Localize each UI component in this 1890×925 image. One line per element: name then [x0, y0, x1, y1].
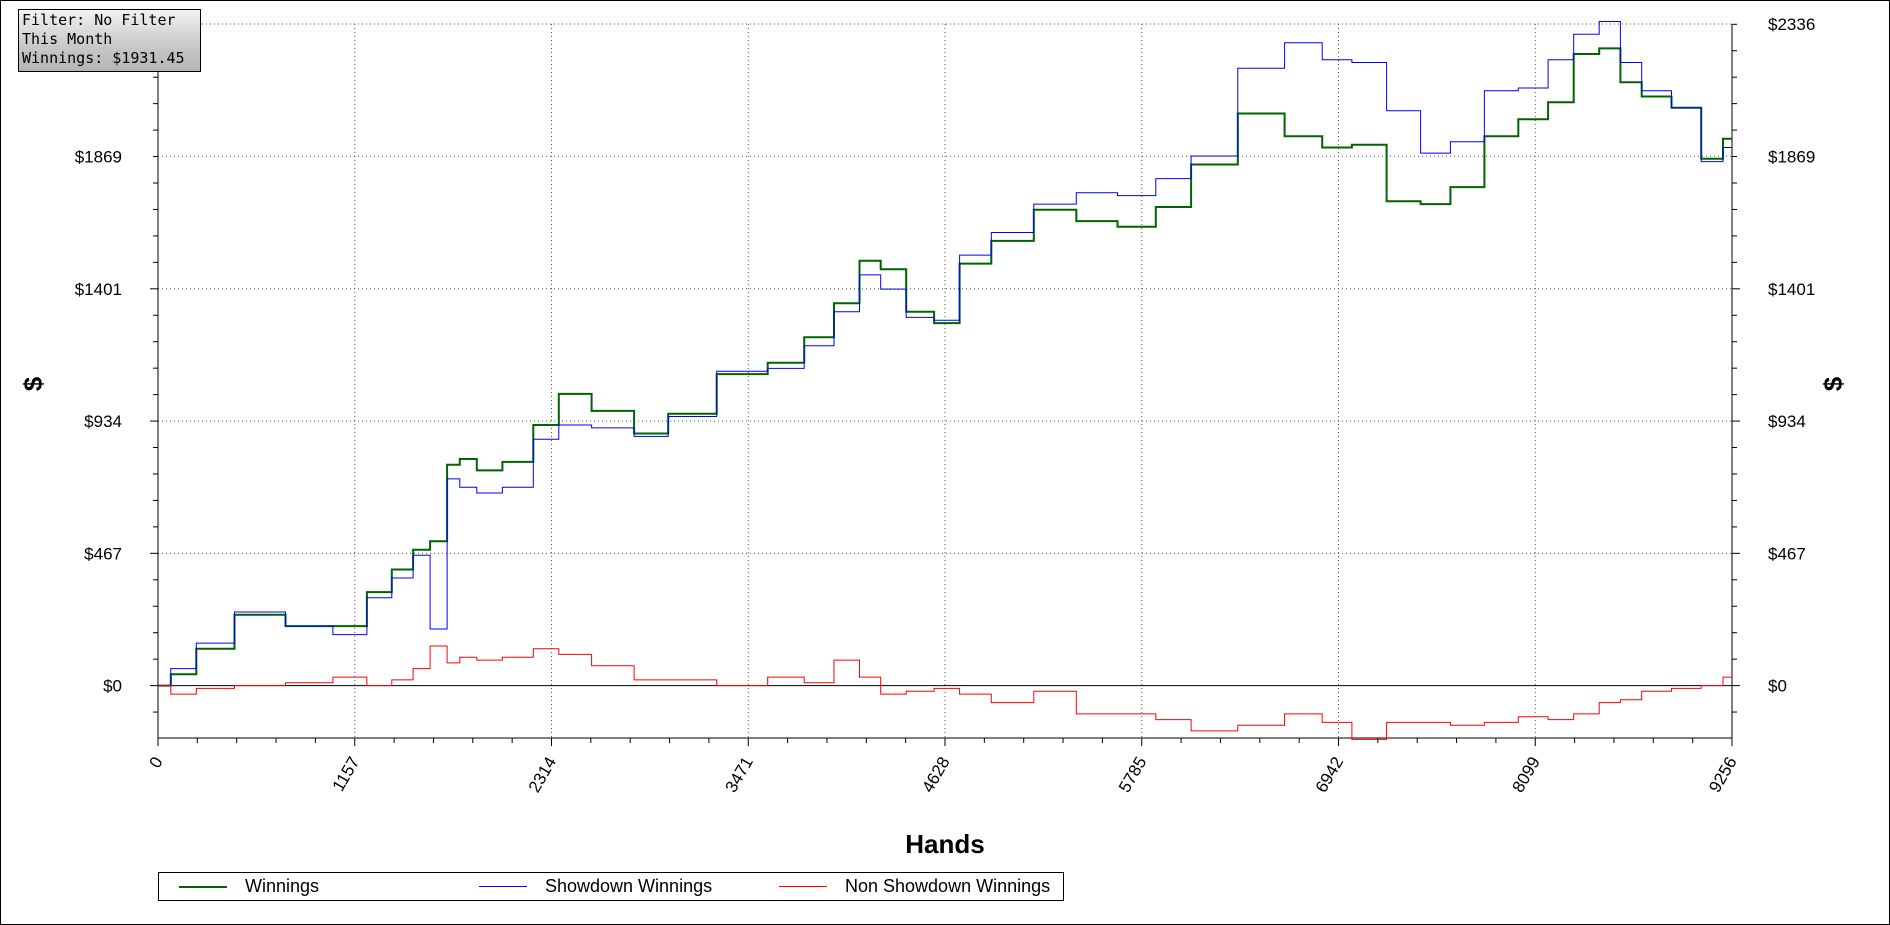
y-tick-label-left: $1401: [75, 280, 122, 299]
y-tick-label-right: $1869: [1768, 147, 1815, 166]
legend-item-showdown: Showdown Winnings: [479, 873, 712, 900]
grid-lines: [158, 23, 1732, 738]
x-tick-label: 3471: [722, 754, 757, 796]
legend-swatch-winnings: [179, 885, 227, 888]
x-axis-title: Hands: [905, 829, 984, 859]
legend-label-showdown: Showdown Winnings: [545, 876, 713, 896]
series-line-showdown-winnings: [158, 21, 1732, 687]
x-tick-label: 8099: [1509, 754, 1544, 796]
x-tick-label: 1157: [329, 754, 364, 795]
x-tick-label: 5785: [1115, 754, 1150, 796]
x-tick-label: 0: [145, 754, 166, 772]
y-tick-label-right: $0: [1768, 677, 1787, 696]
axes: [150, 23, 1740, 746]
filter-info-box: Filter: No Filter This Month Winnings: $…: [18, 9, 201, 72]
series-lines: [158, 21, 1732, 740]
legend-label-non-showdown: Non Showdown Winnings: [845, 876, 1051, 896]
x-tick-label: 6942: [1312, 754, 1347, 796]
legend-label-winnings: Winnings: [245, 876, 320, 896]
period-text: This Month: [22, 30, 113, 48]
filter-text: Filter: No Filter: [22, 11, 176, 29]
series-line-winnings: [158, 47, 1732, 687]
legend-item-winnings: Winnings: [179, 873, 319, 900]
y-tick-label-right: $934: [1768, 412, 1806, 431]
y-tick-label-left: $0: [103, 677, 122, 696]
y-axis-title-left: $: [18, 376, 48, 391]
winnings-total-text: Winnings: $1931.45: [22, 49, 185, 67]
legend-swatch-showdown: [479, 886, 527, 887]
x-tick-label: 9256: [1705, 754, 1740, 796]
y-tick-label-left: $1869: [75, 147, 122, 166]
y-tick-label-left: $467: [84, 544, 122, 563]
legend-swatch-non-showdown: [779, 886, 827, 887]
legend: Winnings Showdown Winnings Non Showdown …: [158, 872, 1064, 901]
series-line-non-showdown-winnings: [158, 645, 1732, 740]
x-tick-label: 4628: [918, 754, 953, 796]
legend-item-non-showdown: Non Showdown Winnings: [779, 873, 1050, 900]
y-tick-label-right: $2336: [1768, 15, 1815, 34]
y-tick-label-left: $934: [84, 412, 122, 431]
y-tick-label-right: $1401: [1768, 280, 1815, 299]
x-tick-label: 2314: [525, 754, 560, 796]
y-axis-title-right: $: [1818, 376, 1848, 391]
y-tick-label-right: $467: [1768, 544, 1806, 563]
